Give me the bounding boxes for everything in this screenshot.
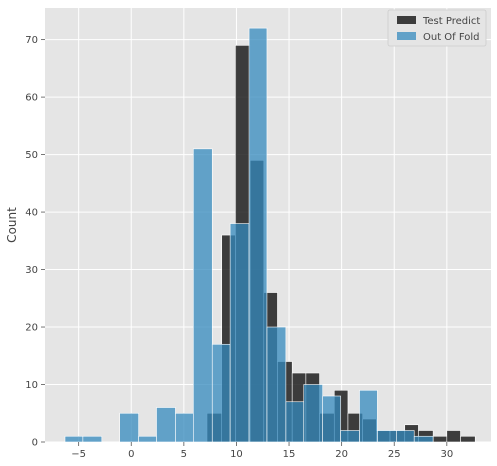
bar-out-of-fold <box>64 435 84 443</box>
bar-out-of-fold <box>193 148 213 443</box>
legend-swatch-test-predict <box>397 16 416 24</box>
bar-out-of-fold <box>396 430 415 443</box>
bar-out-of-fold <box>285 401 305 443</box>
bar-out-of-fold <box>82 435 103 443</box>
bar-out-of-fold <box>229 223 250 443</box>
x-tick-label: 30 <box>440 449 453 460</box>
y-tick-label: 50 <box>25 150 38 161</box>
y-tick-label: 0 <box>32 438 38 449</box>
x-tick-label: 5 <box>181 449 187 460</box>
y-tick-label: 70 <box>25 35 38 46</box>
bar-out-of-fold <box>138 435 157 443</box>
bar-out-of-fold <box>303 384 323 443</box>
bar-out-of-fold <box>266 326 287 443</box>
x-axis-ticks: −5 0 5 10 15 20 25 30 <box>71 442 453 460</box>
y-axis-ticks: 0 10 20 30 40 50 60 70 <box>25 35 45 449</box>
legend: Test Predict Out Of Fold <box>387 9 487 47</box>
x-tick-label: 10 <box>230 449 243 460</box>
y-tick-label: 40 <box>25 208 38 219</box>
bar-test-predict <box>460 435 476 443</box>
bar-out-of-fold <box>359 389 378 443</box>
bar-out-of-fold <box>119 412 139 443</box>
y-tick-label: 60 <box>25 93 38 104</box>
y-tick-label: 20 <box>25 323 38 334</box>
y-axis-label: Count <box>5 207 19 243</box>
bar-out-of-fold <box>175 412 194 443</box>
bars-layer <box>64 27 476 443</box>
x-tick-label: 25 <box>388 449 401 460</box>
x-tick-label: 15 <box>283 449 296 460</box>
bar-out-of-fold <box>248 27 268 443</box>
x-tick-label: 0 <box>128 449 134 460</box>
legend-swatch-out-of-fold <box>397 32 416 40</box>
bar-out-of-fold <box>322 395 341 443</box>
bar-out-of-fold <box>211 343 231 443</box>
x-tick-label: 20 <box>335 449 348 460</box>
bar-test-predict <box>446 430 461 443</box>
y-tick-label: 10 <box>25 380 38 391</box>
legend-label-out-of-fold: Out Of Fold <box>423 32 480 43</box>
bar-out-of-fold <box>156 407 176 443</box>
y-tick-label: 30 <box>25 265 38 276</box>
bar-out-of-fold <box>413 435 434 443</box>
bar-out-of-fold <box>377 430 397 443</box>
x-tick-label: −5 <box>71 449 86 460</box>
legend-label-test-predict: Test Predict <box>422 16 480 27</box>
bar-test-predict <box>432 435 448 443</box>
bar-out-of-fold <box>340 430 360 443</box>
